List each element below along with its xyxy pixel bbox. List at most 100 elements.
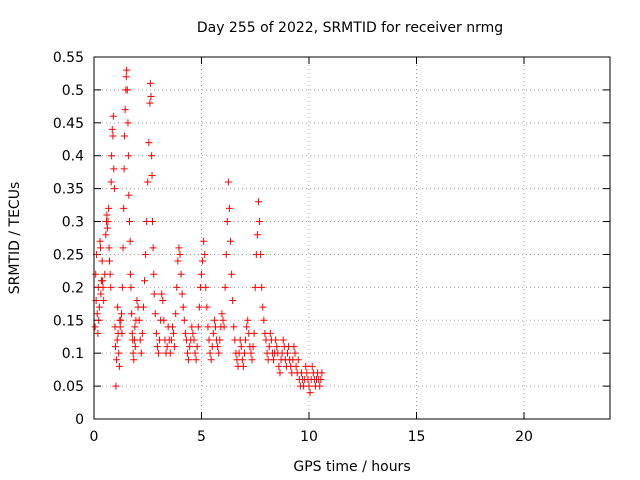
data-point — [256, 218, 264, 226]
data-point — [237, 343, 245, 351]
data-point — [102, 231, 110, 239]
data-point — [122, 73, 130, 81]
y-tick-label: 0.15 — [53, 313, 84, 329]
data-point — [153, 343, 161, 351]
data-point — [149, 244, 157, 252]
data-point — [113, 336, 121, 344]
data-point — [243, 323, 251, 331]
data-point — [100, 297, 108, 305]
data-point — [239, 362, 247, 370]
x-axis-label: GPS time / hours — [293, 459, 410, 475]
data-point — [94, 329, 102, 337]
data-point — [224, 178, 232, 186]
data-point — [108, 125, 116, 133]
data-point — [136, 336, 144, 344]
data-point — [210, 316, 218, 324]
data-point — [249, 343, 257, 351]
data-point — [202, 283, 210, 291]
data-point — [124, 119, 132, 127]
y-axis-label: SRMTID / TECUs — [7, 182, 23, 295]
data-point — [191, 349, 199, 357]
data-point — [238, 356, 246, 364]
plot-frame — [93, 56, 611, 420]
data-point — [230, 323, 238, 331]
data-point — [259, 303, 267, 311]
data-point — [118, 283, 126, 291]
data-point — [172, 310, 180, 318]
data-point — [107, 178, 115, 186]
data-point — [203, 303, 211, 311]
data-point — [218, 310, 226, 318]
data-point — [184, 349, 192, 357]
y-tick-label: 0.5 — [62, 83, 84, 99]
data-point — [133, 297, 141, 305]
data-point — [215, 349, 223, 357]
y-tick-label: 0.1 — [62, 346, 84, 362]
data-point — [229, 297, 237, 305]
data-point — [148, 152, 156, 160]
data-point — [160, 316, 168, 324]
y-tick-label: 0.25 — [53, 247, 84, 263]
data-point — [114, 303, 122, 311]
data-point — [276, 369, 284, 377]
data-point — [171, 343, 179, 351]
data-point — [250, 329, 258, 337]
data-point — [206, 349, 214, 357]
data-point — [303, 369, 311, 377]
data-point — [175, 244, 183, 252]
data-point — [120, 165, 128, 173]
data-point — [98, 257, 106, 265]
data-point — [180, 316, 188, 324]
data-point — [103, 224, 111, 232]
data-point — [204, 323, 212, 331]
data-point — [248, 356, 256, 364]
data-point — [291, 349, 299, 357]
data-point — [148, 218, 156, 226]
data-point — [107, 283, 115, 291]
data-point — [110, 185, 118, 193]
data-point — [284, 349, 291, 357]
data-point — [260, 316, 268, 324]
data-point — [99, 283, 107, 291]
x-tick-label: 5 — [197, 429, 206, 445]
data-point — [265, 343, 273, 351]
data-point — [115, 349, 123, 357]
data-point — [228, 270, 236, 278]
y-tick-label: 0.45 — [53, 116, 84, 132]
y-tick-label: 0.2 — [62, 280, 84, 296]
data-point — [115, 362, 123, 370]
data-point — [93, 310, 101, 318]
data-point — [142, 250, 150, 258]
y-tick-label: 0.3 — [62, 215, 84, 231]
x-tick-label: 15 — [408, 429, 426, 445]
data-point — [199, 257, 207, 265]
data-point — [130, 356, 138, 364]
data-point — [168, 323, 176, 331]
data-point — [105, 257, 113, 265]
data-point — [96, 244, 104, 252]
data-point — [193, 343, 201, 351]
data-point — [95, 316, 103, 324]
data-point — [272, 336, 280, 344]
x-tick-label: 20 — [515, 429, 533, 445]
data-point — [112, 382, 120, 390]
data-point — [270, 356, 278, 364]
data-point — [257, 250, 265, 258]
data-point — [99, 277, 107, 285]
data-point — [125, 218, 133, 226]
data-point — [137, 349, 145, 357]
data-point — [109, 132, 117, 140]
data-point — [225, 204, 233, 212]
data-point — [131, 323, 139, 331]
data-point — [95, 303, 103, 311]
data-point — [170, 329, 178, 337]
data-point — [195, 303, 203, 311]
data-point — [145, 139, 153, 147]
data-point — [174, 257, 182, 265]
data-point — [200, 237, 208, 245]
data-point — [181, 329, 189, 337]
data-point — [192, 356, 200, 364]
data-point — [120, 204, 128, 212]
data-point — [188, 323, 196, 331]
